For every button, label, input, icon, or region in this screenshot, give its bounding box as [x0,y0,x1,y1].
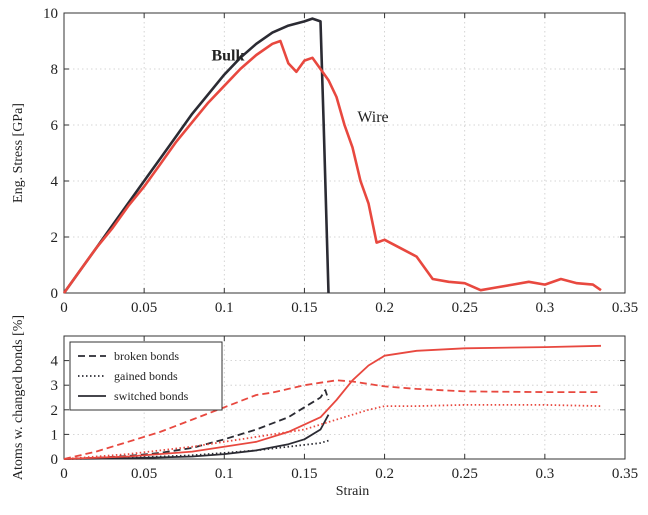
x-tick-label: 0.2 [375,300,394,316]
y-tick-label: 2 [51,403,59,419]
y-tick-label: 10 [43,6,58,22]
y-tick-label: 8 [51,62,59,78]
curve-label: Bulk [211,48,244,65]
y-tick-label: 6 [51,118,59,134]
y-tick-label: 3 [51,378,59,394]
y-tick-label: 0 [51,286,59,302]
y-tick-label: 2 [51,230,59,246]
plot-frame [63,335,626,460]
x-tick-label: 0.1 [215,300,234,316]
wire-stress-series [62,39,602,294]
bulk-switched-bonds-series [63,414,330,460]
changed-bonds-panel: 0 0.05 0.1 0.15 0.2 0.25 0.3 0.35 0 1 2 3 4 Atoms w. … [11,315,638,499]
legend-label: broken bonds [114,349,179,363]
y-tick-label: 4 [51,354,59,370]
y-tick-label: 0 [51,452,59,468]
x-tick-label: 0.35 [612,300,638,316]
wire-broken-bonds-series [63,379,601,460]
x-tick-label: 0.15 [291,300,317,316]
y-axis-label: Atoms w. changed bonds [%] [11,315,26,480]
x-tick-label: 0.25 [452,300,478,316]
y-axis-label: Eng. Stress [GPa] [11,103,26,203]
x-tick-label: 0.35 [612,466,638,482]
x-tick-label: 0.25 [452,466,478,482]
plot-frame [63,12,626,294]
legend-label: switched bonds [114,389,189,403]
x-tick-label: 0.3 [535,466,554,482]
x-tick-label: 0 [60,466,68,482]
x-tick-label: 0.2 [375,466,394,482]
x-tick-label: 0.15 [291,466,317,482]
x-tick-label: 0.3 [535,300,554,316]
x-tick-label: 0.05 [131,300,157,316]
x-axis-label: Strain [336,484,369,499]
wire-gained-bonds-series [63,403,602,460]
y-tick-label: 1 [51,427,59,443]
wire-switched-bonds-series [63,344,602,460]
x-tick-label: 0 [60,300,68,316]
x-tick-label: 0.1 [215,466,234,482]
y-tick-label: 4 [51,174,59,190]
curve-label: Wire [357,109,388,126]
legend: broken bonds gained bonds switched bonds [69,341,223,411]
legend-label: gained bonds [114,369,178,383]
bulk-stress-series [62,17,330,294]
stress-strain-panel: 0 0.05 0.1 0.15 0.2 0.25 0.3 0.35 0 2 4 6 8 10 Eng. St… [11,6,638,316]
x-tick-label: 0.05 [131,466,157,482]
